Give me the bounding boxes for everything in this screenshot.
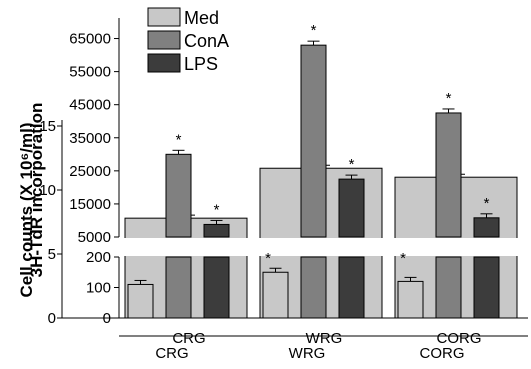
y-tick-label: 25000 <box>69 163 111 180</box>
y-tick-label: 5000 <box>78 229 111 246</box>
legend-swatch-cona <box>147 30 181 50</box>
significance-star: * <box>484 195 490 212</box>
significance-star: * <box>214 201 220 218</box>
x-tick-label: WRG <box>306 330 343 347</box>
bar-lps-crg-upper <box>203 223 230 238</box>
bar-med-corg <box>397 280 424 319</box>
bar-lps-crg-lower <box>203 256 230 319</box>
bar-lps-corg-upper <box>473 217 500 238</box>
y-tick-label: 100 <box>86 280 111 297</box>
bar-cona-corg-upper <box>435 112 462 238</box>
y-tick-label: 15000 <box>69 196 111 213</box>
bar-lps-wrg-upper <box>338 178 365 238</box>
cell-count-x-tick-label: CORG <box>420 345 465 362</box>
y-tick-label: 35000 <box>69 130 111 147</box>
cell-count-y-tick-label: 0 <box>48 310 56 327</box>
significance-star: * <box>311 22 317 39</box>
legend-swatch-lps <box>147 53 181 73</box>
significance-star: * <box>400 250 406 267</box>
cell-count-y-tick-label: 10 <box>39 182 56 199</box>
cell-count-y-axis-title: Cell counts (X 10⁶/ml) <box>17 122 36 297</box>
y-tick-label: 55000 <box>69 64 111 81</box>
cell-count-y-tick-label: 5 <box>48 246 56 263</box>
bar-med-crg <box>127 283 154 319</box>
bar-cona-wrg-upper <box>300 44 327 238</box>
significance-star: * <box>349 156 355 173</box>
legend-label-med: Med <box>184 8 219 28</box>
y-tick-label: 65000 <box>69 31 111 48</box>
bar-lps-corg-lower <box>473 256 500 319</box>
legend-swatch-med <box>147 7 181 27</box>
significance-star: * <box>265 250 271 267</box>
legend-label-cona: ConA <box>184 31 229 51</box>
significance-star: * <box>176 131 182 148</box>
legend-label-lps: LPS <box>184 54 218 74</box>
significance-star: * <box>446 90 452 107</box>
cell-count-y-tick-label: 15 <box>39 118 56 135</box>
x-tick-label: CRG <box>172 330 205 347</box>
bar-cona-crg-lower <box>165 256 192 319</box>
y-axis-title: 3H-TdR incorporation <box>27 103 46 278</box>
cell-count-x-tick-label: CRG <box>155 345 188 362</box>
cell-count-x-tick-label: WRG <box>289 345 326 362</box>
y-tick-label: 45000 <box>69 97 111 114</box>
y-tick-label: 200 <box>86 249 111 266</box>
bar-med-wrg <box>262 271 289 319</box>
axis-break-gap <box>60 238 531 256</box>
y-tick-label: 0 <box>103 310 111 327</box>
x-tick-label: CORG <box>437 330 482 347</box>
bar-cona-wrg-lower <box>300 256 327 319</box>
bar-cona-corg-lower <box>435 256 462 319</box>
bar-lps-wrg-lower <box>338 256 365 319</box>
bar-cona-crg-upper <box>165 153 192 238</box>
